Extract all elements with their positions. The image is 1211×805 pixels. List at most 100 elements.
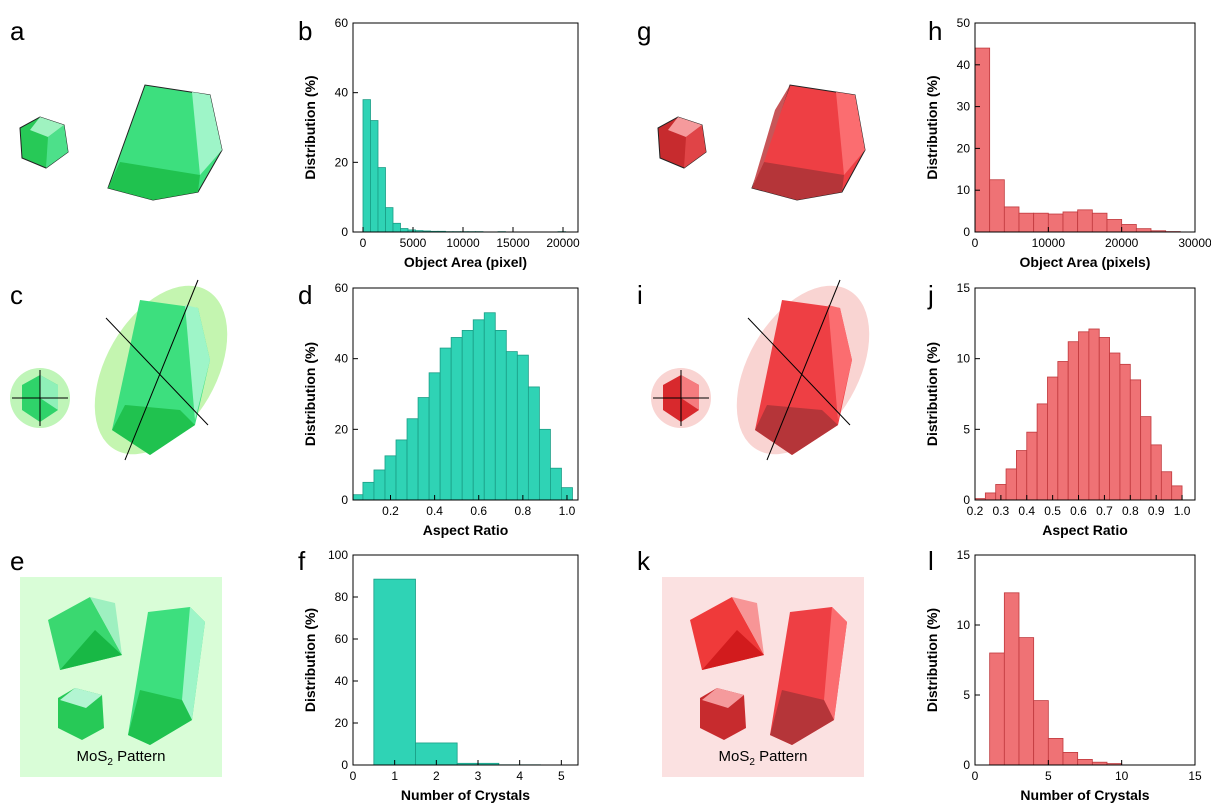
y-axis-label: Distribution (%) bbox=[924, 342, 940, 446]
x-tick-label: 0 bbox=[972, 769, 979, 783]
panel-letter: b bbox=[298, 16, 312, 46]
y-tick-label: 40 bbox=[335, 674, 349, 688]
x-tick-label: 0.8 bbox=[515, 504, 532, 518]
x-axis-label: Object Area (pixel) bbox=[404, 254, 527, 270]
x-axis-label: Aspect Ratio bbox=[1042, 522, 1128, 538]
x-tick-label: 30000 bbox=[1178, 236, 1211, 250]
ellipse-illustration bbox=[10, 263, 255, 477]
x-tick-label: 3 bbox=[475, 769, 482, 783]
histogram-bar bbox=[1078, 759, 1093, 765]
x-axis-label: Number of Crystals bbox=[1020, 787, 1149, 803]
x-tick-label: 0.4 bbox=[1018, 504, 1035, 518]
y-tick-label: 40 bbox=[335, 352, 349, 366]
plot-area bbox=[975, 48, 1180, 232]
histogram-bar bbox=[1006, 469, 1016, 500]
x-axis-label: Number of Crystals bbox=[401, 787, 530, 803]
x-axis-label: Aspect Ratio bbox=[423, 522, 509, 538]
histogram-bar bbox=[462, 330, 473, 500]
y-tick-label: 30 bbox=[957, 100, 971, 114]
x-tick-label: 0.3 bbox=[993, 504, 1010, 518]
histogram-bar bbox=[1092, 213, 1107, 232]
histogram-bar bbox=[1161, 472, 1171, 500]
y-tick-label: 40 bbox=[335, 86, 349, 100]
y-tick-label: 60 bbox=[335, 281, 349, 295]
histogram-bar bbox=[1058, 361, 1068, 500]
y-tick-label: 40 bbox=[957, 58, 971, 72]
histogram-bar bbox=[374, 579, 416, 765]
plot-area bbox=[363, 100, 566, 232]
histogram-bar bbox=[451, 337, 462, 500]
x-tick-label: 15 bbox=[1188, 769, 1202, 783]
panel-letter: j bbox=[927, 280, 934, 310]
histogram-bar bbox=[1120, 364, 1130, 500]
x-tick-label: 4 bbox=[516, 769, 523, 783]
y-tick-label: 60 bbox=[335, 632, 349, 646]
x-tick-label: 5 bbox=[558, 769, 565, 783]
histogram-bar bbox=[429, 373, 440, 500]
histogram-bar bbox=[1172, 486, 1182, 500]
x-tick-label: 20000 bbox=[546, 236, 580, 250]
histogram-bar bbox=[1141, 417, 1151, 500]
x-tick-label: 20000 bbox=[1105, 236, 1139, 250]
plot-area bbox=[352, 313, 573, 500]
y-tick-label: 20 bbox=[957, 141, 971, 155]
histogram-bar bbox=[363, 100, 371, 232]
panel-letter: c bbox=[10, 280, 23, 310]
x-tick-label: 0.2 bbox=[382, 504, 399, 518]
histogram-bar bbox=[1099, 337, 1109, 500]
x-tick-label: 5 bbox=[1045, 769, 1052, 783]
x-tick-label: 10000 bbox=[1032, 236, 1066, 250]
x-tick-label: 0.6 bbox=[470, 504, 487, 518]
y-tick-label: 60 bbox=[335, 16, 349, 30]
plot-area bbox=[374, 579, 541, 765]
y-tick-label: 0 bbox=[341, 225, 348, 239]
histogram-bar bbox=[985, 493, 995, 500]
histogram-bar bbox=[1019, 213, 1034, 232]
histogram-bar bbox=[1122, 224, 1137, 232]
histogram-bar bbox=[975, 48, 990, 232]
figure: 020406005000100001500020000Object Area (… bbox=[0, 0, 1211, 805]
x-tick-label: 0.2 bbox=[967, 504, 984, 518]
pattern-illustration bbox=[662, 577, 864, 777]
pattern-illustration bbox=[20, 577, 222, 777]
x-tick-label: 0.5 bbox=[1044, 504, 1061, 518]
label-rest: Pattern bbox=[113, 748, 166, 765]
histogram-bar bbox=[378, 168, 386, 232]
histogram-bar bbox=[1004, 207, 1019, 232]
y-tick-label: 5 bbox=[963, 422, 970, 436]
y-axis-label: Distribution (%) bbox=[302, 342, 318, 446]
label-base: MoS bbox=[719, 748, 750, 765]
y-tick-label: 100 bbox=[328, 548, 348, 562]
panel-letter: g bbox=[637, 16, 651, 46]
y-tick-label: 15 bbox=[957, 281, 971, 295]
panel-letter: k bbox=[637, 546, 651, 576]
histogram-bar bbox=[1136, 229, 1151, 232]
panel-letter: d bbox=[298, 280, 312, 310]
y-tick-label: 20 bbox=[335, 422, 349, 436]
y-tick-label: 50 bbox=[957, 16, 971, 30]
y-tick-label: 0 bbox=[963, 225, 970, 239]
y-tick-label: 15 bbox=[957, 548, 971, 562]
ellipse-illustration bbox=[651, 263, 897, 477]
x-tick-label: 0.8 bbox=[1122, 504, 1139, 518]
x-axis-label: Object Area (pixels) bbox=[1020, 254, 1151, 270]
x-tick-label: 0 bbox=[360, 236, 367, 250]
plot-frame bbox=[353, 23, 578, 232]
x-tick-label: 1.0 bbox=[1174, 504, 1191, 518]
histogram-bar bbox=[1027, 432, 1037, 500]
y-tick-label: 20 bbox=[335, 155, 349, 169]
histogram-bar bbox=[1079, 332, 1089, 500]
histogram-bar bbox=[386, 208, 394, 232]
x-tick-label: 5000 bbox=[400, 236, 427, 250]
histogram-bar bbox=[1089, 329, 1099, 500]
histogram-bar bbox=[1034, 701, 1049, 765]
histogram-bar bbox=[440, 348, 451, 500]
x-tick-label: 15000 bbox=[496, 236, 530, 250]
histogram-bar bbox=[495, 330, 506, 500]
plot-frame bbox=[975, 23, 1195, 232]
histogram-bar bbox=[1048, 738, 1063, 765]
histogram-bar bbox=[1063, 752, 1078, 765]
histogram-bar bbox=[528, 387, 539, 500]
histogram-bar bbox=[1107, 219, 1122, 232]
panel-letter: l bbox=[928, 546, 934, 576]
